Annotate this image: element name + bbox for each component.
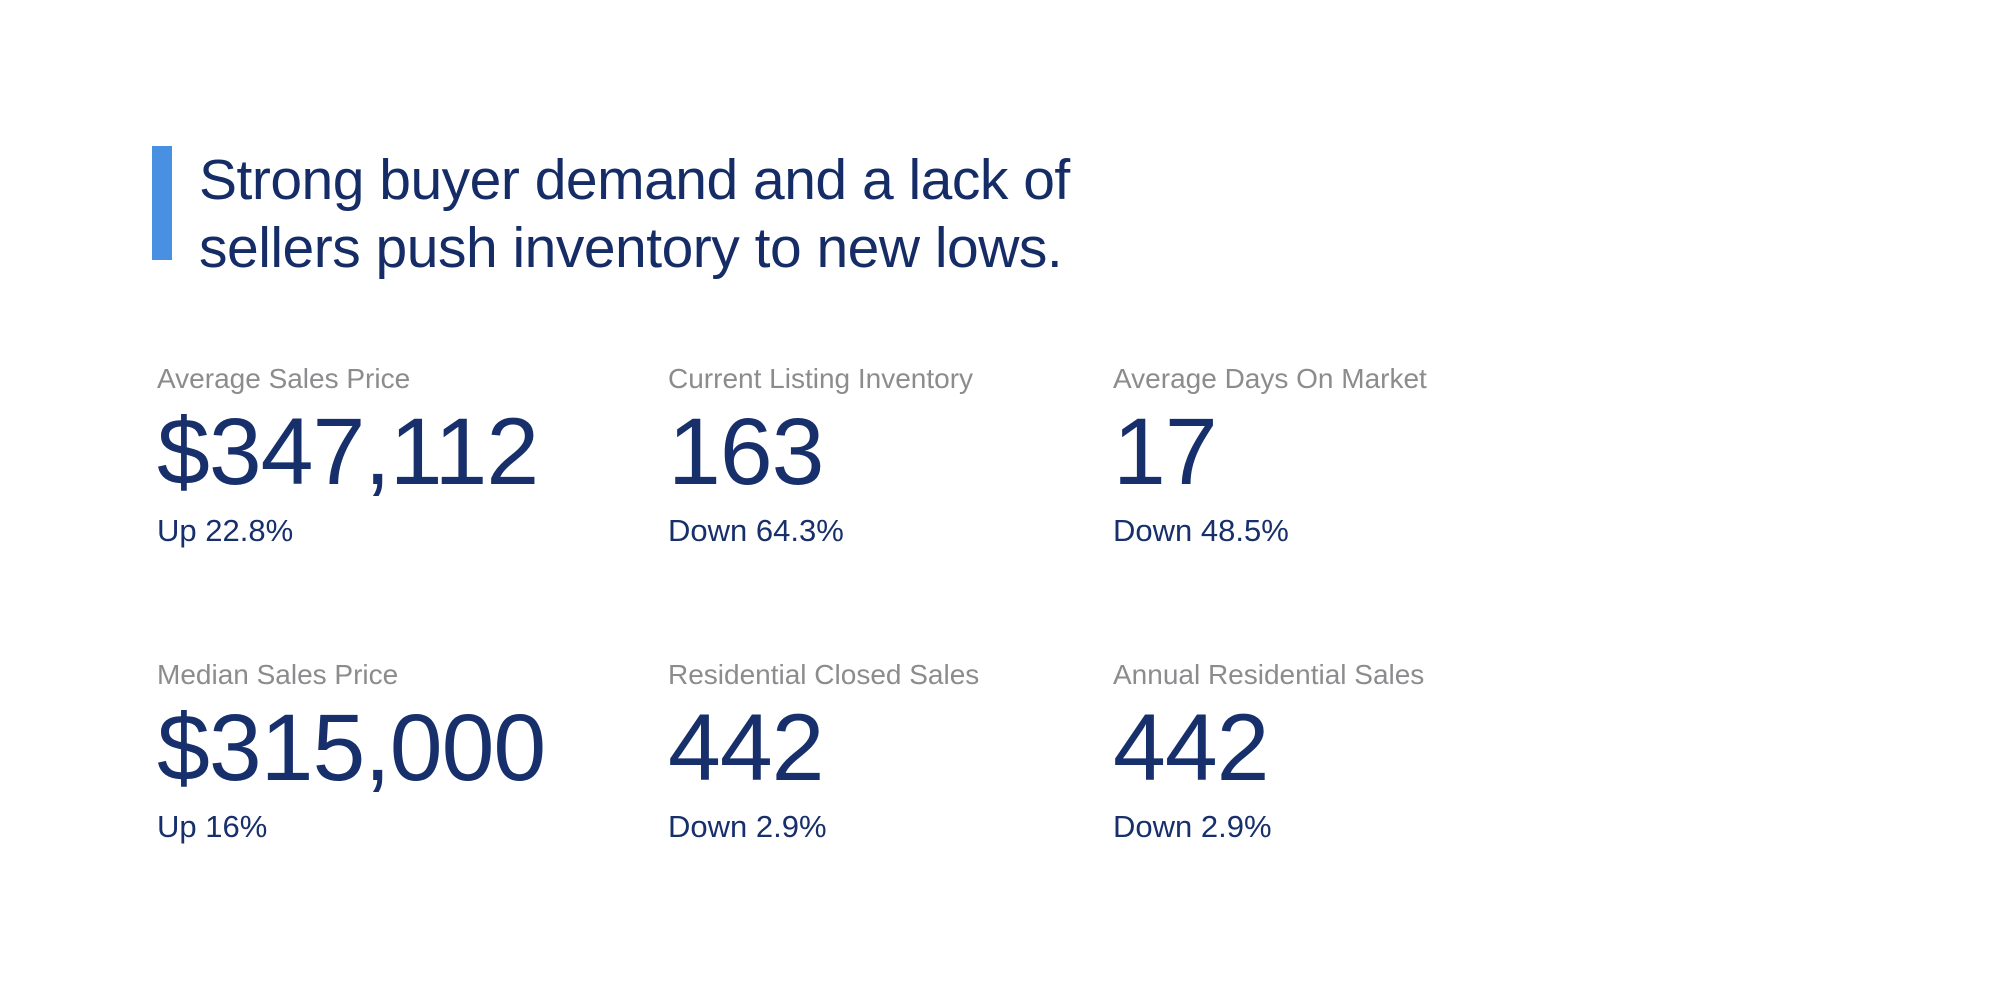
stat-change: Down 64.3% [668, 513, 844, 548]
stat-label: Median Sales Price [157, 659, 399, 690]
stat-value: 442 [668, 695, 825, 801]
stat-card-average-days-on-market: Average Days On Market 17 Down 48.5% [1113, 362, 1613, 550]
stat-label: Average Days On Market [1113, 363, 1427, 394]
stat-change: Down 2.9% [1113, 809, 1272, 844]
stat-change: Down 48.5% [1113, 513, 1289, 548]
headline-accent-bar [152, 146, 172, 260]
stat-card-current-listing-inventory: Current Listing Inventory 163 Down 64.3% [668, 362, 1113, 550]
stat-change: Up 22.8% [157, 513, 294, 548]
stat-value: 163 [668, 399, 825, 505]
stat-card-residential-closed-sales: Residential Closed Sales 442 Down 2.9% [668, 658, 1113, 846]
stat-value: 442 [1113, 695, 1270, 801]
stat-label: Average Sales Price [157, 363, 411, 394]
stat-label: Annual Residential Sales [1113, 659, 1425, 690]
stat-label: Residential Closed Sales [668, 659, 980, 690]
stat-card-annual-residential-sales: Annual Residential Sales 442 Down 2.9% [1113, 658, 1613, 846]
stat-value: $347,112 [157, 399, 539, 505]
stat-value: $315,000 [157, 695, 546, 801]
page-title: Strong buyer demand and a lack of sellers… [199, 146, 1070, 282]
stat-value: 17 [1113, 399, 1218, 505]
stat-change: Down 2.9% [668, 809, 827, 844]
stat-label: Current Listing Inventory [668, 363, 974, 394]
page-title-line2: sellers push inventory to new lows. [199, 216, 1063, 280]
page-title-line1: Strong buyer demand and a lack of [199, 148, 1070, 212]
headline-section: Strong buyer demand and a lack of sellers… [152, 146, 1070, 282]
stat-card-average-sales-price: Average Sales Price $347,112 Up 22.8% [157, 362, 668, 550]
stat-change: Up 16% [157, 809, 268, 844]
stat-card-median-sales-price: Median Sales Price $315,000 Up 16% [157, 658, 668, 846]
stats-grid: Average Sales Price $347,112 Up 22.8% Cu… [157, 362, 1613, 846]
